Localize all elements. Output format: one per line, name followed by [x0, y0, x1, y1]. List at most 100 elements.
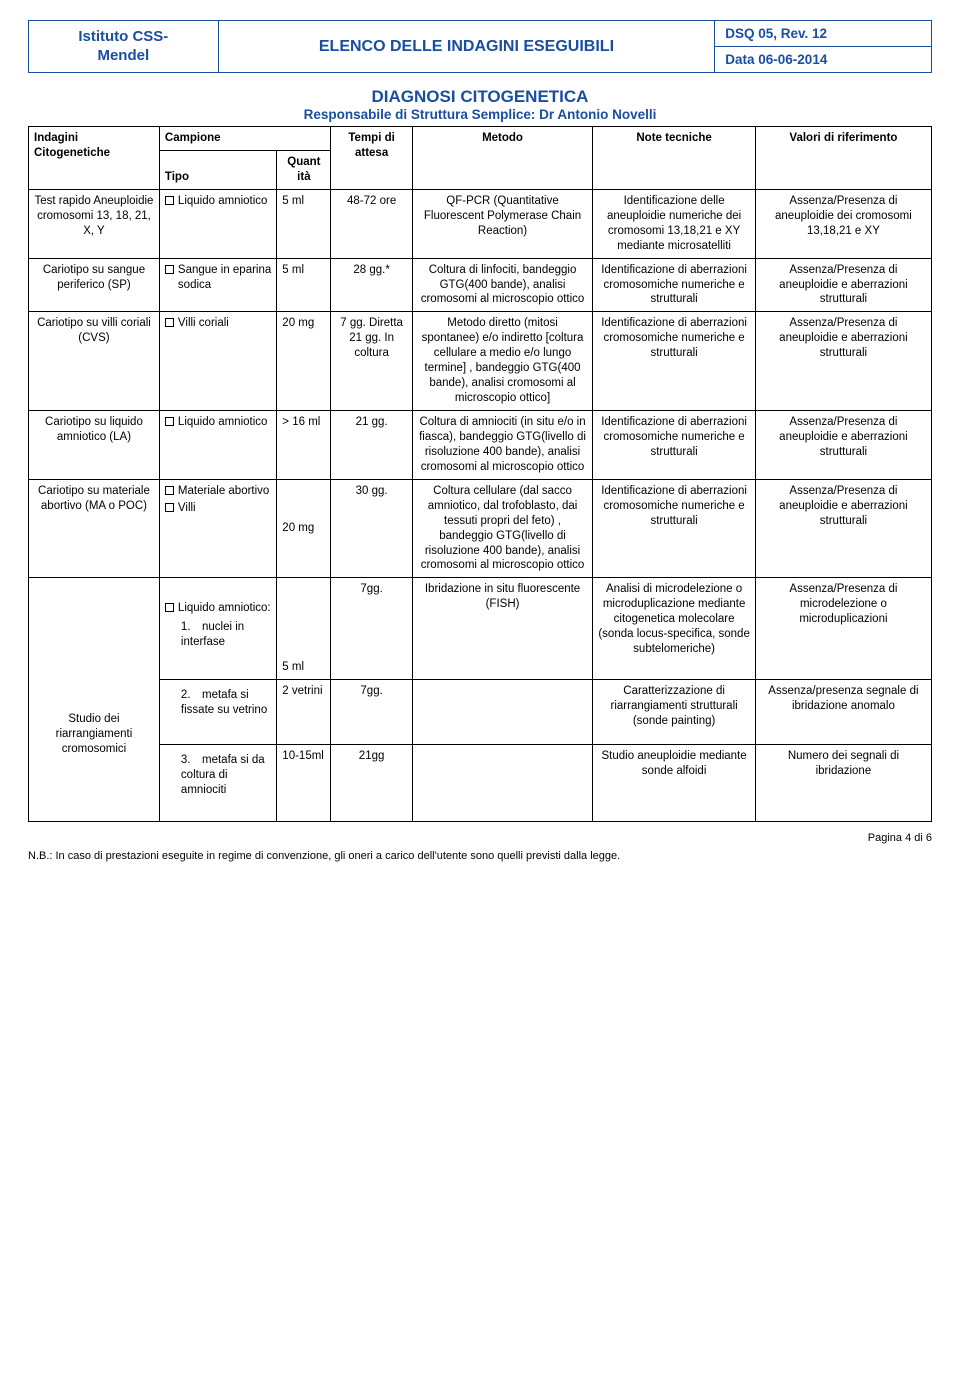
cell-indagini: Studio dei riarrangiamenti cromosomici — [29, 578, 160, 822]
checkbox-icon — [165, 265, 174, 274]
list-item: 1. nuclei in interfase — [181, 620, 271, 650]
th-note: Note tecniche — [593, 127, 756, 190]
table-row: Cariotipo su liquido amniotico (LA) Liqu… — [29, 411, 932, 480]
tipo-text: Liquido amniotico — [178, 415, 268, 430]
cell-qty: 5 ml — [277, 189, 331, 258]
cell-tipo: 3. metafa si da coltura di amniociti — [159, 744, 276, 821]
cell-note: Identificazione di aberrazioni cromosomi… — [593, 312, 756, 411]
cell-tipo: Liquido amniotico — [159, 411, 276, 480]
checkbox-icon — [165, 417, 174, 426]
indagini-text: Studio dei riarrangiamenti cromosomici — [56, 713, 133, 755]
section-subtitle: Responsabile di Struttura Semplice: Dr A… — [28, 107, 932, 122]
cell-valori: Assenza/Presenza di aneuploidie e aberra… — [755, 411, 931, 480]
cell-note: Studio aneuploidie mediante sonde alfoid… — [593, 744, 756, 821]
tipo-text: Liquido amniotico: — [178, 601, 271, 616]
cell-tempi: 7gg. — [331, 578, 412, 679]
cell-tipo: Liquido amniotico — [159, 189, 276, 258]
cell-metodo — [412, 744, 593, 821]
cell-indagini: Cariotipo su villi coriali (CVS) — [29, 312, 160, 411]
header-meta: DSQ 05, Rev. 12 Data 06-06-2014 — [715, 21, 932, 73]
doc-rev: DSQ 05, Rev. 12 — [715, 21, 931, 47]
checkbox-icon — [165, 603, 174, 612]
cell-indagini: Cariotipo su liquido amniotico (LA) — [29, 411, 160, 480]
table-header-row: Indagini Citogenetiche Campione Tempi di… — [29, 127, 932, 151]
checkbox-icon — [165, 196, 174, 205]
cell-indagini: Test rapido Aneuploidie cromosomi 13, 18… — [29, 189, 160, 258]
cell-qty: 5 ml — [277, 578, 331, 679]
cell-valori: Assenza/Presenza di aneuploidie e aberra… — [755, 258, 931, 312]
table-row: 2. metafa si fissate su vetrino 2 vetrin… — [29, 679, 932, 744]
cell-tempi: 21 gg. — [331, 411, 412, 480]
cell-note: Identificazione di aberrazioni cromosomi… — [593, 479, 756, 578]
cell-metodo — [412, 679, 593, 744]
table-row: 3. metafa si da coltura di amniociti 10-… — [29, 744, 932, 821]
cell-valori: Assenza/Presenza di aneuploidie e aberra… — [755, 479, 931, 578]
tipo-text: Liquido amniotico — [178, 194, 268, 209]
cell-tempi: 7gg. — [331, 679, 412, 744]
document-header: Istituto CSS- Mendel ELENCO DELLE INDAGI… — [28, 20, 932, 73]
header-title: ELENCO DELLE INDAGINI ESEGUIBILI — [218, 21, 715, 73]
cell-qty: 2 vetrini — [277, 679, 331, 744]
footer-note: N.B.: In caso di prestazioni eseguite in… — [28, 850, 932, 862]
cell-note: Identificazione di aberrazioni cromosomi… — [593, 258, 756, 312]
cell-tempi: 7 gg. Diretta 21 gg. In coltura — [331, 312, 412, 411]
cell-indagini: Cariotipo su sangue periferico (SP) — [29, 258, 160, 312]
cell-metodo: Coltura di amniociti (in situ e/o in fia… — [412, 411, 593, 480]
tipo-text: Villi coriali — [178, 316, 229, 331]
table-row: Test rapido Aneuploidie cromosomi 13, 18… — [29, 189, 932, 258]
cell-qty: 20 mg — [277, 312, 331, 411]
cell-note: Identificazione delle aneuploidie numeri… — [593, 189, 756, 258]
th-tipo: Tipo — [159, 150, 276, 189]
tipo-text: Sangue in eparina sodica — [178, 263, 271, 293]
cell-indagini: Cariotipo su materiale abortivo (MA o PO… — [29, 479, 160, 578]
cell-qty: 20 mg — [277, 479, 331, 578]
cell-tipo: Villi coriali — [159, 312, 276, 411]
th-tempi: Tempi di attesa — [331, 127, 412, 190]
cell-metodo: QF-PCR (Quantitative Fluorescent Polymer… — [412, 189, 593, 258]
page-number: Pagina 4 di 6 — [28, 832, 932, 844]
checkbox-icon — [165, 486, 174, 495]
list-item: 2. metafa si fissate su vetrino — [181, 688, 271, 718]
cell-metodo: Ibridazione in situ fluorescente (FISH) — [412, 578, 593, 679]
inst-line2: Mendel — [97, 47, 149, 64]
cell-tempi: 21gg — [331, 744, 412, 821]
cell-qty: 5 ml — [277, 258, 331, 312]
cell-valori: Numero dei segnali di ibridazione — [755, 744, 931, 821]
cell-qty: 10-15ml — [277, 744, 331, 821]
section-title: DIAGNOSI CITOGENETICA — [28, 87, 932, 107]
doc-date: Data 06-06-2014 — [715, 47, 931, 72]
cell-metodo: Coltura di linfociti, bandeggio GTG(400 … — [412, 258, 593, 312]
data-table: Indagini Citogenetiche Campione Tempi di… — [28, 126, 932, 822]
cell-valori: Assenza/Presenza di aneuploidie dei crom… — [755, 189, 931, 258]
header-institution: Istituto CSS- Mendel — [29, 21, 219, 73]
cell-metodo: Metodo diretto (mitosi spontanee) e/o in… — [412, 312, 593, 411]
th-qty: Quant ità — [277, 150, 331, 189]
table-row: Studio dei riarrangiamenti cromosomici L… — [29, 578, 932, 679]
cell-qty: > 16 ml — [277, 411, 331, 480]
cell-tipo: Sangue in eparina sodica — [159, 258, 276, 312]
th-campione: Campione — [159, 127, 331, 151]
list-item: 3. metafa si da coltura di amniociti — [181, 753, 271, 798]
cell-tempi: 30 gg. — [331, 479, 412, 578]
cell-note: Identificazione di aberrazioni cromosomi… — [593, 411, 756, 480]
cell-tipo: Liquido amniotico: 1. nuclei in interfas… — [159, 578, 276, 679]
cell-valori: Assenza/Presenza di aneuploidie e aberra… — [755, 312, 931, 411]
tipo-text: Villi — [178, 501, 196, 516]
cell-tempi: 48-72 ore — [331, 189, 412, 258]
checkbox-icon — [165, 503, 174, 512]
table-row: Cariotipo su materiale abortivo (MA o PO… — [29, 479, 932, 578]
cell-note: Analisi di microdelezione o microduplica… — [593, 578, 756, 679]
cell-valori: Assenza/Presenza di microdelezione o mic… — [755, 578, 931, 679]
th-valori: Valori di riferimento — [755, 127, 931, 190]
cell-tempi: 28 gg.* — [331, 258, 412, 312]
table-row: Cariotipo su sangue periferico (SP) Sang… — [29, 258, 932, 312]
cell-tipo: 2. metafa si fissate su vetrino — [159, 679, 276, 744]
th-indagini: Indagini Citogenetiche — [29, 127, 160, 190]
cell-tipo: Materiale abortivo Villi — [159, 479, 276, 578]
tipo-text: Materiale abortivo — [178, 484, 269, 499]
checkbox-icon — [165, 318, 174, 327]
th-metodo: Metodo — [412, 127, 593, 190]
inst-line1: Istituto CSS- — [78, 28, 168, 45]
table-row: Cariotipo su villi coriali (CVS) Villi c… — [29, 312, 932, 411]
cell-metodo: Coltura cellulare (dal sacco amniotico, … — [412, 479, 593, 578]
